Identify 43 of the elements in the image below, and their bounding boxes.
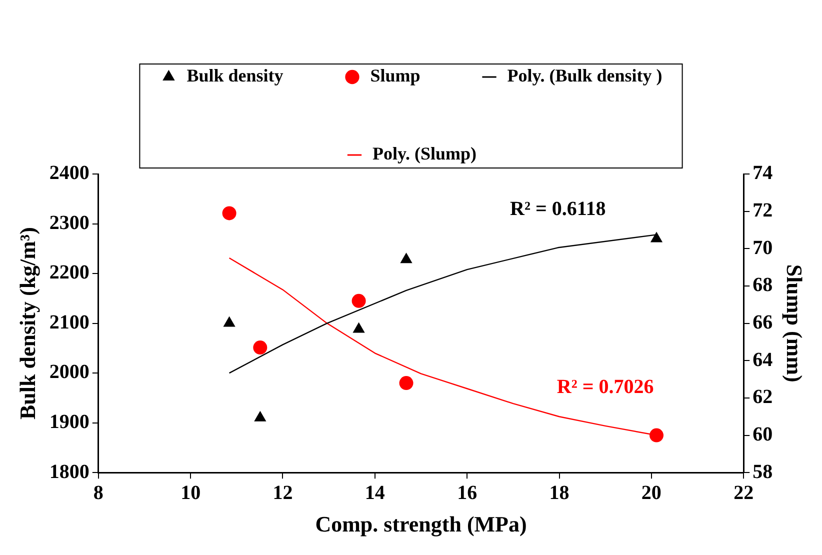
x-tick-label: 12 — [272, 482, 293, 504]
point — [399, 376, 414, 390]
legend-label: Poly. (Slump) — [372, 144, 477, 164]
point — [254, 410, 266, 422]
y-tick-label: 2100 — [49, 311, 90, 334]
x-tick-label: 20 — [641, 482, 662, 504]
y2-tick-label: 62 — [752, 386, 773, 408]
x-tick-label: 14 — [364, 482, 385, 504]
x-tick-label: 22 — [734, 482, 754, 504]
x-axis-title: Comp. strength (MPa) — [315, 511, 527, 536]
x-tick-label: 8 — [93, 482, 104, 504]
point — [223, 316, 236, 327]
legend-label: Poly. (Bulk density ) — [507, 66, 662, 86]
y2-tick-label: 58 — [752, 460, 773, 483]
y2-tick-label: 66 — [752, 311, 773, 334]
legend-label: Slump — [370, 66, 420, 86]
x-tick-label: 16 — [457, 482, 478, 504]
y-tick-label: 2300 — [49, 212, 90, 234]
legend-label: Bulk density — [186, 66, 284, 86]
y-tick-label: 2200 — [49, 262, 90, 284]
y2-tick-label: 72 — [752, 199, 773, 222]
y-tick-label: 1800 — [49, 460, 90, 483]
y2-tick-label: 60 — [752, 423, 773, 446]
point — [650, 428, 664, 442]
point — [650, 232, 663, 242]
x-tick-label: 18 — [549, 482, 570, 504]
annotation: R² = 0.7026 — [556, 376, 654, 398]
y-tick-label: 1900 — [49, 411, 90, 434]
y-tick-label: 2000 — [49, 361, 90, 384]
y-tick-label: 2400 — [49, 162, 90, 184]
point — [352, 294, 366, 308]
y2-axis-title: Slump (mm) — [782, 264, 808, 382]
point — [400, 252, 412, 264]
y-axis-title: Bulk density (kg/m³) — [14, 227, 40, 420]
y2-tick-label: 74 — [752, 162, 773, 184]
y2-tick-label: 64 — [752, 348, 773, 371]
point — [222, 206, 236, 220]
y2-tick-label: 70 — [752, 236, 773, 259]
x-tick-label: 10 — [180, 482, 201, 504]
point — [352, 322, 365, 333]
y2-tick-label: 68 — [752, 274, 773, 296]
annotation: R² = 0.6118 — [510, 198, 606, 220]
point — [253, 340, 268, 355]
